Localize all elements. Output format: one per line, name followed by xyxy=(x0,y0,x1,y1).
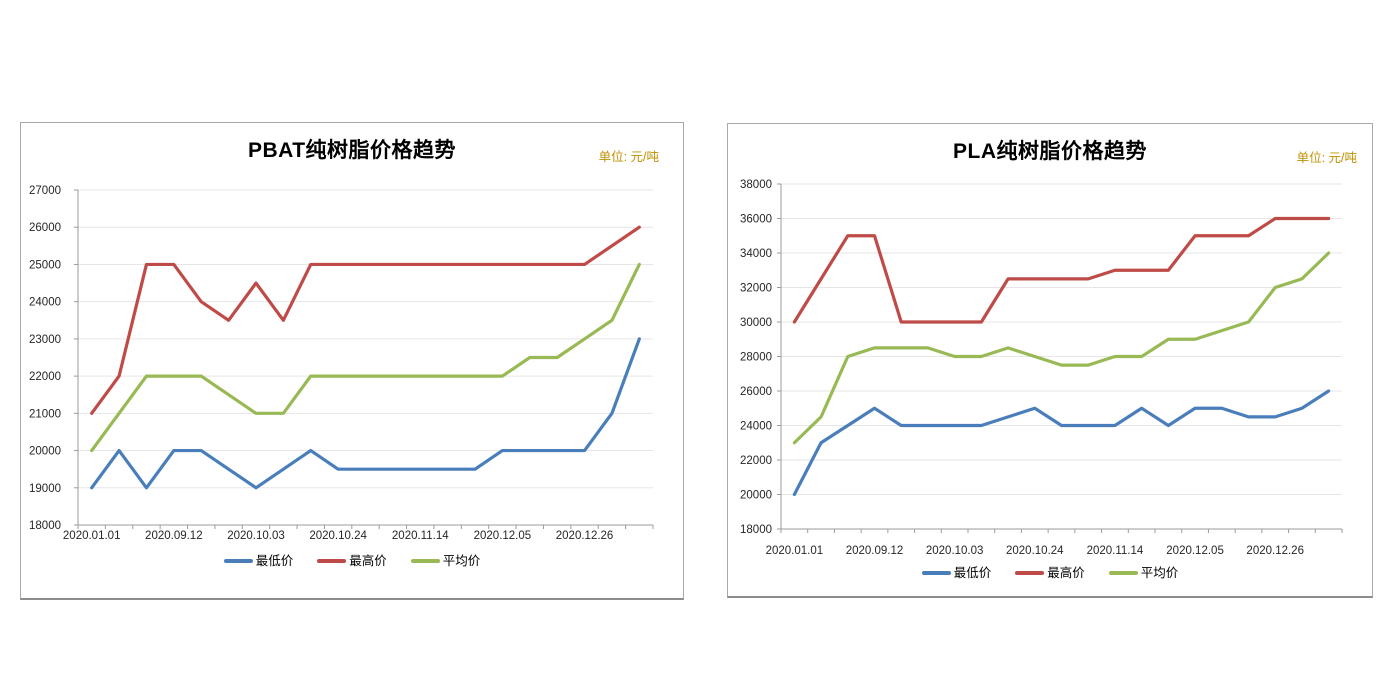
y-axis-tick-label: 19000 xyxy=(29,483,61,495)
series-line-2 xyxy=(792,251,1331,445)
x-axis-tick-label: 2020.12.05 xyxy=(1166,545,1224,557)
y-axis-tick-label: 26000 xyxy=(29,222,61,234)
series-line-1 xyxy=(792,216,1331,324)
y-axis-tick-label: 24000 xyxy=(29,297,61,309)
y-axis-tick-label: 23000 xyxy=(29,334,61,346)
y-axis-tick-label: 22000 xyxy=(29,371,61,383)
pla-chart-title: PLA纯树脂价格趋势 xyxy=(953,140,1147,163)
series-line-2 xyxy=(90,262,641,453)
pbat-unit-label: 单位: 元/吨 xyxy=(598,150,659,164)
legend-item: 平均价 xyxy=(410,553,481,569)
pla-legend: 最低价 最高价 平均价 xyxy=(728,565,1372,581)
pbat-chart-panel: PBAT纯树脂价格趋势 单位: 元/吨 18000 19000 20000 21000… xyxy=(20,122,684,600)
x-axis-tick-label: 2020.10.03 xyxy=(227,530,285,542)
legend-line-swatch xyxy=(223,559,253,563)
legend-label: 最高价 xyxy=(1047,566,1085,580)
legend-item: 平均价 xyxy=(1108,565,1179,581)
y-axis-tick-label: 26000 xyxy=(740,386,772,398)
series-line-0 xyxy=(792,389,1331,497)
y-axis-tick-label: 38000 xyxy=(740,179,772,191)
legend-label: 最低价 xyxy=(953,566,992,580)
y-axis-tick-label: 28000 xyxy=(740,352,772,364)
x-axis-tick-label: 2020.10.03 xyxy=(926,545,984,557)
legend-line-swatch xyxy=(1015,571,1045,575)
legend-line-swatch xyxy=(921,571,951,575)
y-axis-tick-label: 32000 xyxy=(740,283,772,295)
y-axis-tick-label: 25000 xyxy=(29,259,61,271)
legend-item: 最高价 xyxy=(317,553,387,569)
legend-label: 平均价 xyxy=(1140,566,1179,580)
y-axis-tick-label: 24000 xyxy=(740,421,772,433)
x-axis-tick-label: 2020.10.24 xyxy=(1006,545,1064,557)
x-axis-tick-label: 2020.10.24 xyxy=(309,530,367,542)
y-axis-tick-label: 21000 xyxy=(29,408,61,420)
pbat-legend: 最低价 最高价 平均价 xyxy=(21,553,683,569)
legend-item: 最高价 xyxy=(1015,565,1085,581)
legend-item: 最低价 xyxy=(921,565,992,581)
x-axis-tick-label: 2020.12.26 xyxy=(556,530,614,542)
y-axis-tick-label: 20000 xyxy=(29,446,61,458)
series-line-0 xyxy=(90,337,641,490)
x-axis-tick-label: 2020.12.26 xyxy=(1246,545,1304,557)
y-axis-tick-label: 34000 xyxy=(740,248,772,260)
legend-label: 最高价 xyxy=(349,554,387,568)
pbat-plot-area: 18000 19000 20000 21000 22000 23000 24000 25000… xyxy=(29,185,654,542)
legend-label: 平均价 xyxy=(442,554,481,568)
series-line-1 xyxy=(90,225,641,415)
y-axis-tick-label: 18000 xyxy=(29,520,61,532)
y-axis-tick-label: 30000 xyxy=(740,317,772,329)
x-axis-tick-label: 2020.12.05 xyxy=(474,530,532,542)
y-axis-tick-label: 20000 xyxy=(740,490,772,502)
y-axis-tick-label: 36000 xyxy=(740,214,772,226)
legend-line-swatch xyxy=(317,559,347,563)
x-axis-tick-label: 2020.11.14 xyxy=(392,530,449,542)
pla-plot-area: 18000 20000 22000 24000 26000 28000 30000 32000… xyxy=(740,179,1343,557)
y-axis-tick-label: 18000 xyxy=(740,524,772,536)
x-axis-tick-label: 2020.09.12 xyxy=(145,530,203,542)
pla-chart-panel: PLA纯树脂价格趋势 单位: 元/吨 18000 20000 22000 24000 2… xyxy=(727,123,1373,598)
pla-unit-label: 单位: 元/吨 xyxy=(1296,151,1357,165)
x-axis-tick-label: 2020.09.12 xyxy=(846,545,904,557)
legend-item: 最低价 xyxy=(223,553,294,569)
x-axis-tick-label: 2020.01.01 xyxy=(766,545,824,557)
legend-label: 最低价 xyxy=(255,554,294,568)
y-axis-tick-label: 22000 xyxy=(740,455,772,467)
legend-line-swatch xyxy=(1108,571,1138,575)
pbat-chart-title: PBAT纯树脂价格趋势 xyxy=(247,139,457,162)
y-axis-tick-label: 27000 xyxy=(29,185,61,197)
x-axis-tick-label: 2020.01.01 xyxy=(63,530,121,542)
legend-line-swatch xyxy=(410,559,440,563)
x-axis-tick-label: 2020.11.14 xyxy=(1087,545,1144,557)
